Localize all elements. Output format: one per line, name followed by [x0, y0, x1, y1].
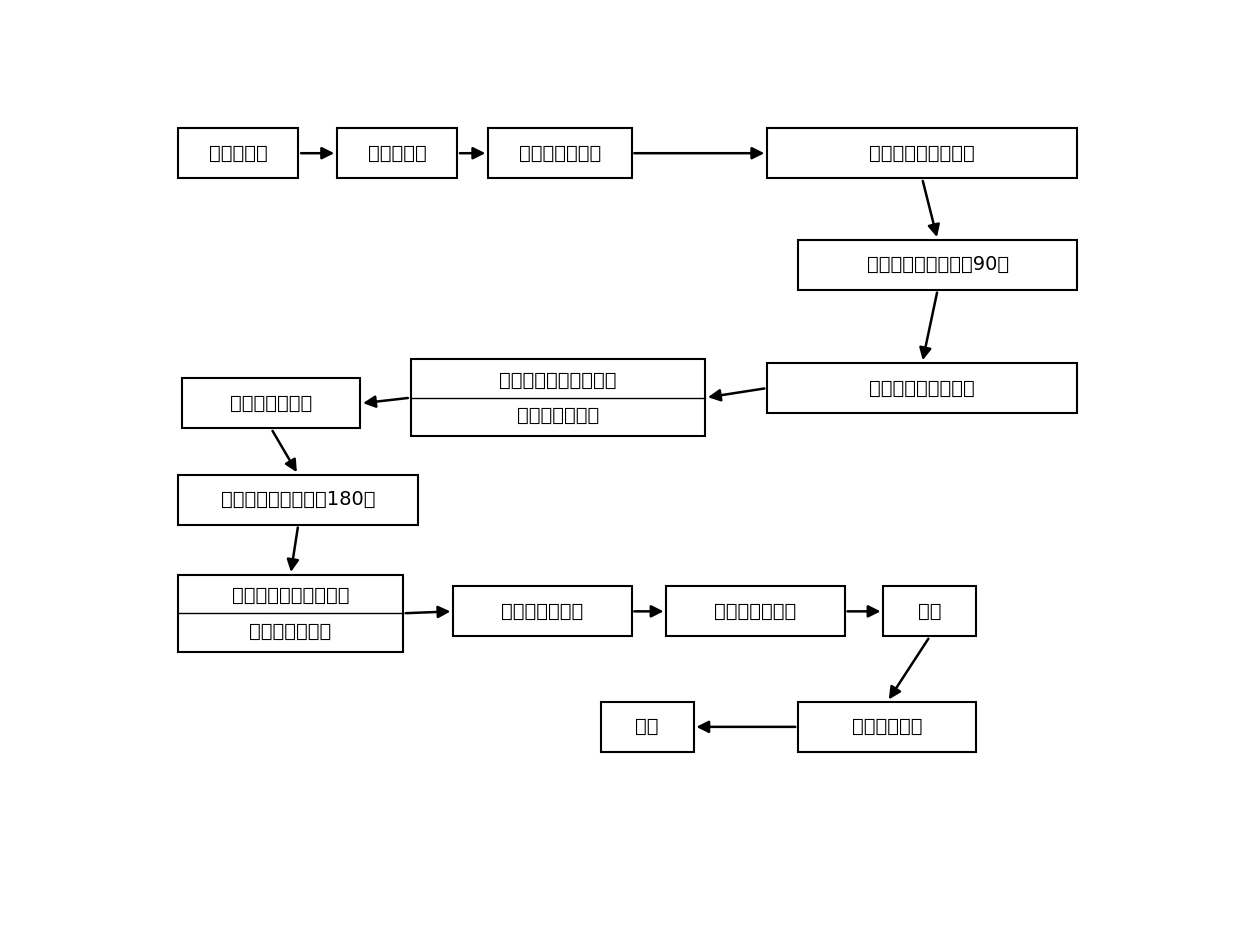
Text: 分离前提手端面: 分离前提手端面 [517, 406, 598, 425]
Text: 微负压启动: 微负压启动 [209, 144, 268, 163]
Text: 金属壳体加热: 金属壳体加热 [852, 717, 923, 736]
Text: 转运前提手端面: 转运前提手端面 [230, 394, 312, 413]
Text: 后提手端面的竖缝切割: 后提手端面的竖缝切割 [232, 586, 349, 605]
Bar [178, 128, 299, 178]
Bar [767, 128, 1077, 178]
Bar [667, 587, 845, 636]
Bar [767, 363, 1077, 413]
Bar [798, 240, 1077, 290]
Text: 转运托盘逆时针旋转90度: 转运托盘逆时针旋转90度 [866, 255, 1009, 274]
Bar [178, 575, 403, 652]
Bar [601, 702, 694, 752]
Text: 出风顶面的顶缝切割: 出风顶面的顶缝切割 [870, 378, 975, 398]
Bar [337, 128, 457, 178]
Bar [453, 587, 632, 636]
Text: 前提手端面的竖缝切割: 前提手端面的竖缝切割 [499, 371, 617, 389]
Text: 转移至转运托盘: 转移至转运托盘 [519, 144, 601, 163]
Bar [798, 702, 976, 752]
Text: 转运托盘顺时针旋转180度: 转运托盘顺时针旋转180度 [221, 490, 375, 509]
Text: 分切壳体、转运: 分切壳体、转运 [715, 602, 797, 621]
Text: 转运后提手端面: 转运后提手端面 [502, 602, 584, 621]
Bar [488, 128, 632, 178]
Text: 分离后提手端面: 分离后提手端面 [249, 621, 332, 641]
Text: 提手端面的底缝切割: 提手端面的底缝切割 [870, 144, 975, 163]
Bar [410, 359, 705, 437]
Text: 铲胶: 铲胶 [636, 717, 659, 736]
Bar [883, 587, 976, 636]
Bar [182, 378, 361, 428]
Text: 拆除外包装: 拆除外包装 [368, 144, 426, 163]
Text: 除芯: 除芯 [918, 602, 942, 621]
Bar [178, 475, 419, 525]
